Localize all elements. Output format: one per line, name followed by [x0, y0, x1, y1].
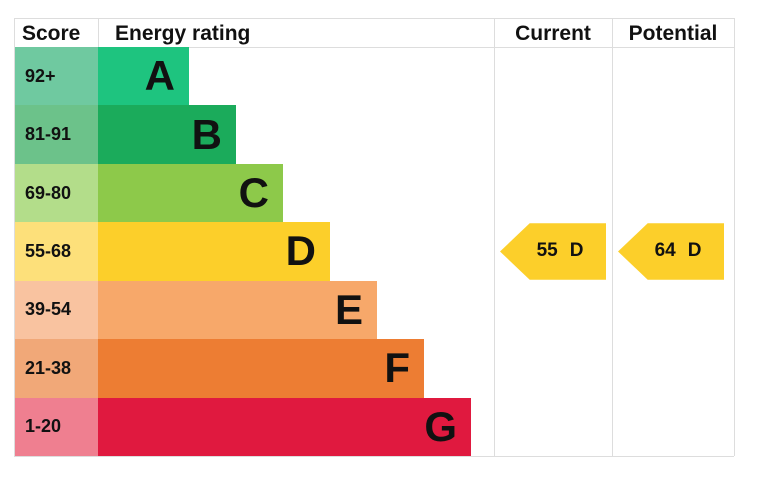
potential-value: 64 — [654, 240, 676, 262]
header-rating: Energy rating — [115, 22, 251, 45]
border — [14, 456, 734, 457]
score-cell: 69-80 — [15, 163, 98, 223]
current-value: 55 — [536, 240, 558, 262]
border — [14, 18, 734, 19]
rating-bar: F — [98, 339, 424, 398]
score-cell: 21-38 — [15, 339, 98, 398]
potential-pointer: 64 D — [618, 223, 724, 280]
border — [98, 18, 99, 48]
header-current: Current — [515, 22, 591, 45]
border — [14, 18, 15, 456]
current-pointer: 55 D — [500, 223, 606, 280]
score-cell: 39-54 — [15, 280, 98, 340]
rating-bar: B — [98, 105, 236, 164]
potential-band: D — [687, 240, 702, 262]
header-score: Score — [22, 22, 81, 45]
rating-bar: A — [98, 47, 189, 106]
current-band: D — [569, 240, 584, 262]
score-cell: 55-68 — [15, 222, 98, 281]
header-potential: Potential — [628, 22, 718, 45]
rating-bar: E — [98, 280, 377, 340]
rating-bar: D — [98, 222, 330, 281]
score-cell: 1-20 — [15, 397, 98, 456]
border — [14, 47, 734, 48]
rating-bar: C — [98, 163, 283, 223]
border — [612, 18, 613, 456]
score-cell: 81-91 — [15, 105, 98, 164]
border — [494, 18, 495, 456]
score-cell: 92+ — [15, 47, 98, 106]
border — [734, 18, 735, 456]
rating-bar: G — [98, 397, 471, 456]
